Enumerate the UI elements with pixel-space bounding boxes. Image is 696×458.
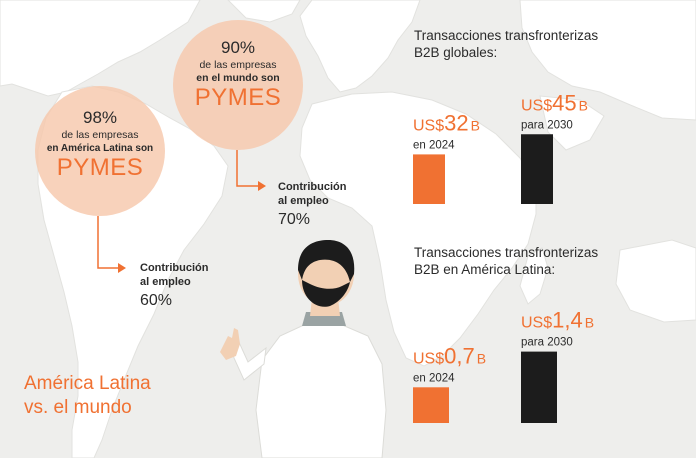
latam-category-label-2: para 2030 bbox=[521, 337, 573, 349]
hand-icon bbox=[220, 328, 240, 360]
latam-value-label-2: US$1,4 B bbox=[521, 308, 594, 333]
world-line2: en el mundo son bbox=[196, 72, 280, 84]
latam-category-label-1: en 2024 bbox=[413, 372, 455, 384]
latam-chart-title: Transacciones transfronterizas B2B en Am… bbox=[414, 244, 598, 278]
global-value-label-2: US$45 B bbox=[521, 90, 588, 115]
global-chart-title-line1: Transacciones transfronterizas bbox=[414, 28, 599, 43]
latam-pymes-circle bbox=[35, 86, 165, 216]
latam-bar-1 bbox=[413, 387, 449, 423]
world-employment-value: 70% bbox=[278, 211, 311, 228]
man-illustration bbox=[220, 240, 387, 458]
latam-chart-title-line2: B2B en América Latina: bbox=[414, 262, 556, 277]
global-bar-1 bbox=[413, 154, 445, 204]
latam-arrow-icon bbox=[118, 263, 126, 273]
world-arrow-icon bbox=[258, 181, 266, 191]
world-pymes-circle bbox=[173, 20, 303, 150]
footer-title-line2: vs. el mundo bbox=[24, 397, 132, 418]
global-category-label-2: para 2030 bbox=[521, 119, 573, 131]
world-pymes-word: PYMES bbox=[194, 84, 282, 111]
latam-pymes-word: PYMES bbox=[56, 154, 144, 181]
footer-title-line1: América Latina bbox=[24, 373, 151, 394]
world-connector-line bbox=[236, 150, 258, 187]
world-employment-line1: Contribución bbox=[278, 181, 347, 193]
latam-line1: de las empresas bbox=[61, 129, 139, 141]
world-percent: 90% bbox=[220, 38, 256, 57]
latam-value-label-1: US$0,7 B bbox=[413, 343, 486, 368]
global-chart-title-line2: B2B globales: bbox=[414, 45, 498, 60]
latam-employment-line2: al empleo bbox=[140, 276, 191, 288]
world-line1: de las empresas bbox=[199, 59, 277, 71]
beard-shape bbox=[302, 280, 350, 307]
latam-employment-value: 60% bbox=[140, 292, 173, 309]
world-circle-text: 90% de las empresas en el mundo son PYME… bbox=[173, 38, 303, 111]
global-chart-title: Transacciones transfronterizas B2B globa… bbox=[414, 27, 598, 61]
latam-chart-title-line1: Transacciones transfronterizas bbox=[414, 245, 599, 260]
latam-employment: Contribución al empleo 60% bbox=[140, 261, 208, 312]
latam-employment-line1: Contribución bbox=[140, 262, 209, 274]
world-employment-line2: al empleo bbox=[278, 195, 329, 207]
latam-line2: en América Latina son bbox=[46, 143, 154, 154]
footer-title: América Latina vs. el mundo bbox=[24, 372, 151, 420]
latam-circle-text: 98% de las empresas en América Latina so… bbox=[35, 108, 165, 181]
global-value-label-1: US$32 B bbox=[413, 110, 480, 135]
hair-shape bbox=[298, 240, 355, 282]
latam-connector-line bbox=[97, 216, 118, 269]
global-category-label-1: en 2024 bbox=[413, 139, 455, 151]
world-employment: Contribución al empleo 70% bbox=[278, 180, 346, 231]
global-bar-2 bbox=[521, 134, 553, 204]
latam-bar-2 bbox=[521, 351, 557, 423]
latam-percent: 98% bbox=[82, 108, 118, 127]
